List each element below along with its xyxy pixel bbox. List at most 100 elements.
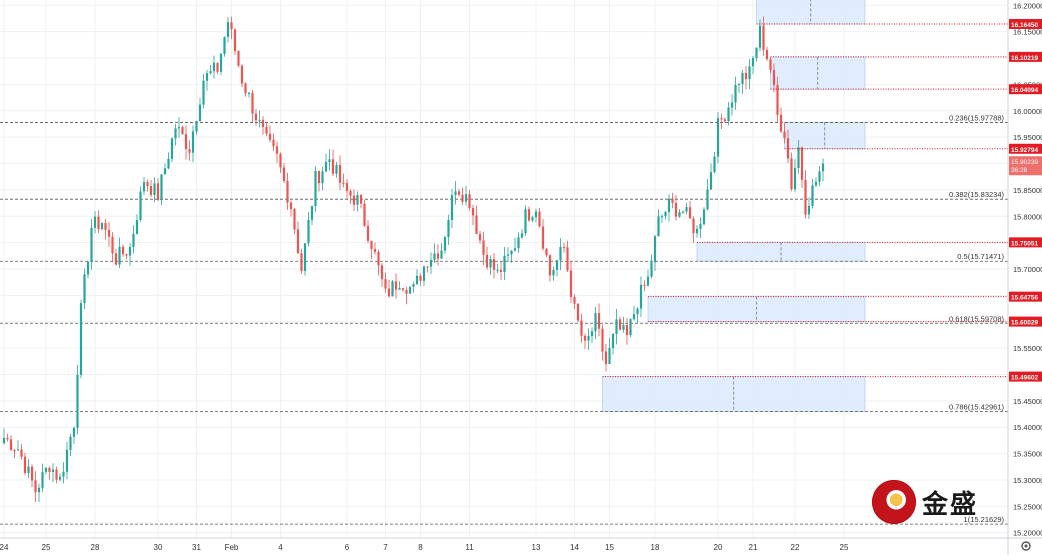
candle-body (457, 191, 461, 195)
candle-body (289, 202, 293, 209)
candle-body (597, 313, 601, 329)
candle-body (212, 62, 216, 72)
candle-body (356, 195, 359, 205)
candle-body (779, 114, 783, 132)
candle-body (706, 189, 709, 210)
candle-body (821, 163, 825, 172)
candle-body (359, 195, 363, 204)
candle-body (240, 65, 244, 84)
candle-body (583, 335, 587, 341)
brand-name: 金盛 (922, 489, 979, 520)
candle-body (646, 276, 650, 286)
candle-body (279, 153, 282, 168)
candle-body (506, 254, 510, 256)
y-tick-label: 16.20000 (1013, 1, 1042, 10)
x-tick-label: 14 (570, 543, 579, 552)
candle-body (286, 180, 289, 203)
candle-body (713, 156, 716, 173)
candle-body (615, 319, 618, 335)
y-tick-label: 15.25000 (1013, 502, 1042, 511)
candle-body (100, 223, 104, 230)
candle-body (755, 47, 758, 58)
candle-body (317, 170, 321, 184)
y-tick-label: 15.45000 (1013, 397, 1042, 406)
y-tick-label: 16.00000 (1013, 107, 1042, 116)
price-tag-label: 15.92794 (1011, 147, 1038, 154)
grid-layer (0, 0, 1008, 538)
candle-body (55, 469, 58, 480)
candle-body (97, 216, 100, 230)
countdown-label: 36:28 (1011, 167, 1028, 174)
candle-body (555, 260, 559, 270)
candle-body (321, 171, 324, 184)
candle-body (398, 288, 401, 290)
candle-body (527, 209, 531, 221)
x-tick-label: 6 (345, 543, 350, 552)
candle-body (174, 128, 177, 139)
fib-level-label: 0.382(15.83234) (949, 190, 1005, 199)
candle-body (72, 427, 76, 437)
candle-body (338, 165, 342, 183)
y-tick-label: 15.30000 (1013, 476, 1042, 485)
candle-body (216, 62, 219, 72)
candle-body (366, 225, 370, 241)
gear-icon[interactable] (1021, 541, 1031, 551)
candle-body (426, 266, 429, 268)
x-tick-label: 24 (0, 543, 9, 552)
candle-body (447, 220, 450, 238)
candle-body (632, 314, 636, 320)
candle-body (503, 255, 506, 272)
candle-body (433, 253, 436, 260)
price-tag-bg (1009, 84, 1042, 95)
candle-body (310, 206, 314, 220)
candle-body (314, 170, 317, 207)
candle-body (303, 243, 307, 271)
candle-body (762, 25, 765, 50)
candle-body (226, 22, 230, 37)
candle-body (268, 133, 272, 140)
candle-body (520, 233, 524, 238)
candle-body (198, 104, 202, 121)
candle-body (804, 179, 807, 215)
candle-body (419, 275, 422, 281)
time-axis[interactable]: 24 25 28 30 31 Feb 4 6 7 8 11 13 14 15 18 20 21 22 25 (0, 543, 849, 552)
candle-body (76, 374, 79, 428)
candle-body (149, 186, 153, 196)
candle-body (380, 265, 384, 280)
y-tick-label: 15.20000 (1013, 529, 1042, 538)
candle-body (709, 172, 713, 190)
candle-body (6, 437, 9, 440)
candle-body (370, 240, 373, 250)
candle-layer (2, 16, 825, 503)
candle-body (405, 289, 408, 294)
candle-body (510, 250, 513, 255)
last-price-tag-bg (1009, 156, 1042, 176)
candle-body (209, 71, 212, 74)
candle-body (300, 253, 303, 271)
candle-body (86, 261, 90, 275)
candle-body (671, 198, 674, 203)
candle-body (307, 219, 310, 244)
candle-body (251, 93, 254, 114)
candle-body (51, 469, 55, 472)
price-tag-label: 15.64756 (1011, 295, 1038, 302)
candle-body (272, 139, 275, 147)
fib-level-label: 0.618(15.59708) (949, 314, 1005, 323)
candle-body (335, 165, 338, 174)
fib-layer: 0(16.21313)0.236(15.97788)0.382(15.83234… (0, 113, 1008, 525)
candle-body (716, 118, 720, 157)
candle-body (342, 182, 345, 184)
candle-body (468, 194, 471, 209)
price-axis[interactable]: 16.2000016.1500016.1000016.0500016.00000… (1013, 1, 1042, 537)
candle-body (163, 168, 167, 175)
candle-body (741, 72, 744, 85)
settings-gear-icon[interactable] (1021, 541, 1031, 551)
candle-body (653, 236, 657, 263)
candle-body (436, 253, 440, 259)
candle-body (594, 313, 597, 332)
candle-body (678, 212, 681, 217)
candle-body (769, 59, 772, 71)
